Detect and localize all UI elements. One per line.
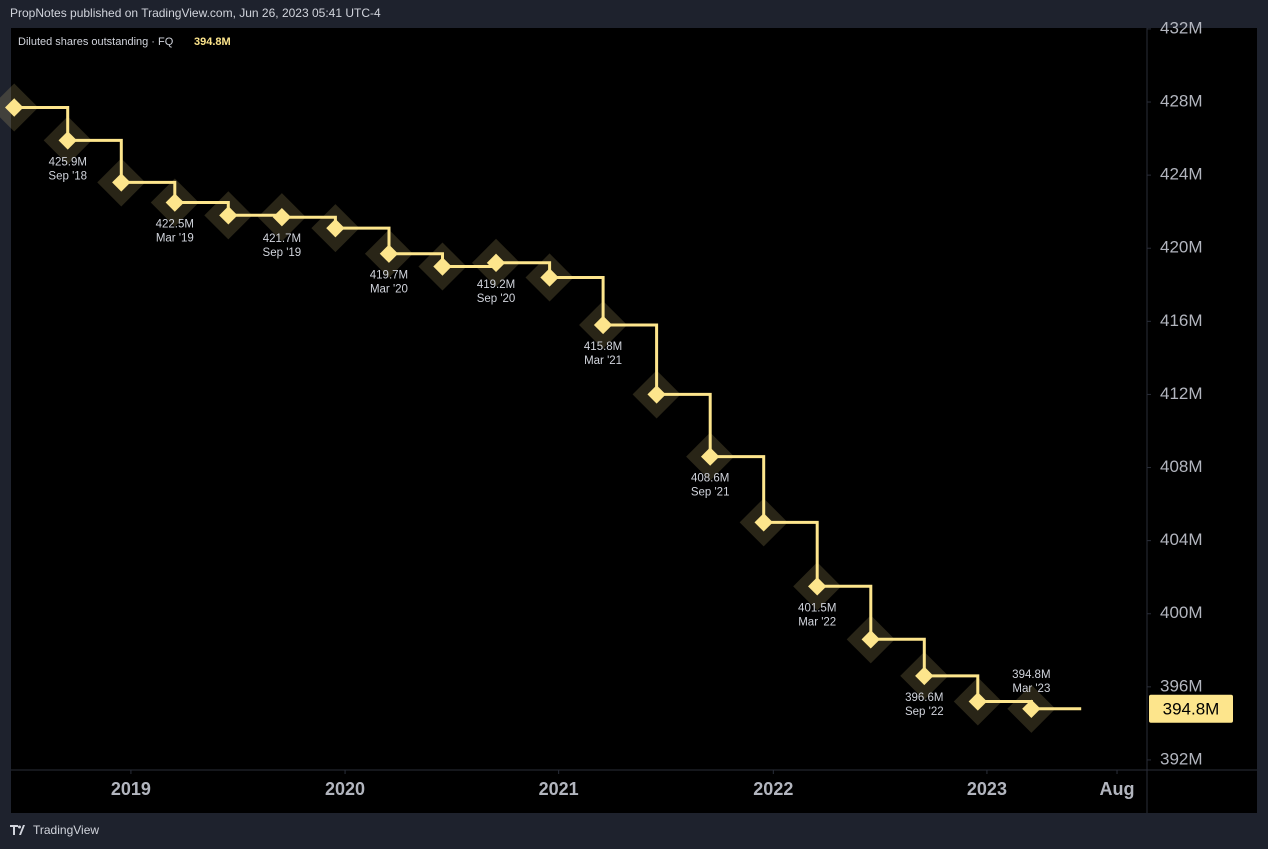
y-tick-label: 392M <box>1160 749 1203 768</box>
data-label-date: Mar '20 <box>370 284 408 296</box>
y-tick-label: 424M <box>1160 165 1203 184</box>
x-tick-label: 2019 <box>111 779 151 799</box>
chart-background <box>11 28 1257 813</box>
last-value-label: 394.8M <box>1163 699 1220 718</box>
x-tick-label: 2023 <box>967 779 1007 799</box>
y-tick-label: 400M <box>1160 603 1203 622</box>
footer-brand: TradingView <box>33 823 99 837</box>
data-label: 419.7M <box>370 270 408 282</box>
data-label-date: Sep '21 <box>691 487 730 499</box>
point <box>700 447 720 466</box>
point <box>754 513 773 532</box>
data-label-date: Mar '22 <box>798 616 836 628</box>
data-label: 396.6M <box>905 692 943 704</box>
data-label-date: Mar '19 <box>156 233 194 245</box>
data-label: 422.5M <box>156 219 194 231</box>
y-tick-label: 412M <box>1160 384 1203 403</box>
point <box>968 692 988 711</box>
point <box>219 206 238 225</box>
x-tick-label: 2022 <box>753 779 793 799</box>
footer-logo <box>10 825 25 835</box>
point <box>5 98 24 117</box>
data-label-date: Mar '21 <box>584 355 622 367</box>
y-tick-label: 408M <box>1160 457 1203 476</box>
point <box>165 193 185 212</box>
data-label: 408.6M <box>691 473 729 485</box>
point <box>272 207 292 227</box>
point <box>326 218 345 238</box>
data-label-date: Sep '20 <box>477 293 516 305</box>
data-label: 415.8M <box>584 341 622 353</box>
data-label: 419.2M <box>477 279 515 291</box>
y-tick-label: 432M <box>1160 18 1203 37</box>
data-label-date: Sep '18 <box>48 170 87 182</box>
y-tick-label: 428M <box>1160 92 1203 111</box>
last-value-badge <box>1149 694 1233 723</box>
attribution: PropNotes published on TradingView.com, … <box>10 6 381 20</box>
y-tick-label: 420M <box>1160 238 1203 257</box>
x-tick-label: 2021 <box>539 779 579 799</box>
x-tick-label: Aug <box>1100 779 1135 799</box>
data-label-date: Mar '23 <box>1012 683 1050 695</box>
point <box>433 257 452 276</box>
y-tick-label: 396M <box>1160 676 1203 695</box>
y-tick-label: 404M <box>1160 530 1203 549</box>
point <box>915 666 934 686</box>
point <box>1022 699 1041 718</box>
data-label: 401.5M <box>798 602 836 614</box>
legend-label: Diluted shares outstanding · FQ <box>18 36 174 48</box>
point <box>112 173 131 192</box>
point <box>540 268 559 287</box>
point <box>808 577 827 596</box>
point <box>593 315 613 335</box>
point <box>861 630 880 649</box>
x-tick-label: 2020 <box>325 779 365 799</box>
data-label: 421.7M <box>263 233 301 245</box>
data-label-date: Sep '19 <box>263 247 302 259</box>
point <box>486 253 506 273</box>
point <box>647 385 666 404</box>
legend-value: 394.8M <box>194 36 231 48</box>
point <box>379 244 399 263</box>
data-label: 425.9M <box>49 156 87 168</box>
data-label-date: Sep '22 <box>905 706 944 718</box>
data-label: 394.8M <box>1012 669 1050 681</box>
y-tick-label: 416M <box>1160 311 1203 330</box>
